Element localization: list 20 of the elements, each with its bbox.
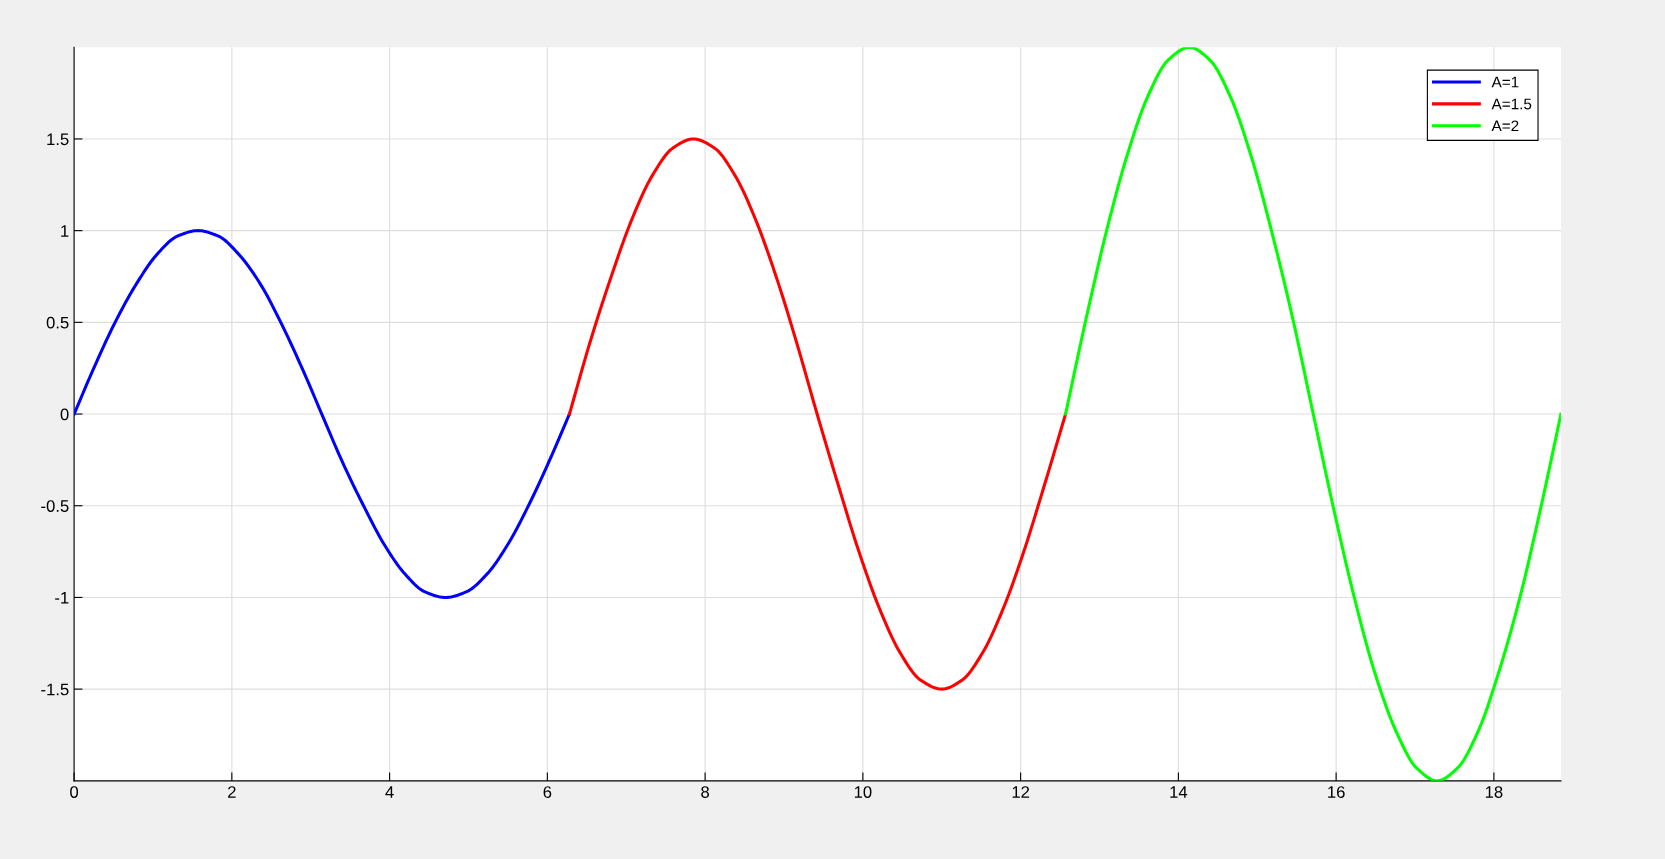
y-tick-label: -1 (55, 592, 69, 604)
x-tick-label: 2 (228, 786, 236, 798)
x-tick-label: 4 (385, 786, 394, 798)
y-tick-label: -0.5 (41, 500, 69, 512)
y-tick-label: 1 (61, 225, 69, 237)
x-tick-label: 16 (1328, 786, 1345, 798)
y-tick-label: 1.5 (47, 133, 69, 146)
x-tick-label: 14 (1170, 786, 1188, 798)
y-tick-label: 0.5 (46, 316, 69, 329)
x-tick-label: 10 (854, 786, 872, 798)
x-tick-label: 8 (701, 786, 710, 798)
x-tick-label: 6 (543, 786, 552, 798)
legend-label: A=1.5 (1491, 98, 1532, 110)
y-tick-label: 0 (60, 408, 69, 421)
legend-label: A=1 (1491, 76, 1519, 88)
x-tick-label: 0 (70, 786, 79, 798)
y-tick-label: -1.5 (41, 683, 69, 696)
legend-label: A=2 (1491, 120, 1519, 132)
x-tick-label: 12 (1012, 786, 1030, 798)
x-tick-label: 18 (1485, 786, 1503, 798)
